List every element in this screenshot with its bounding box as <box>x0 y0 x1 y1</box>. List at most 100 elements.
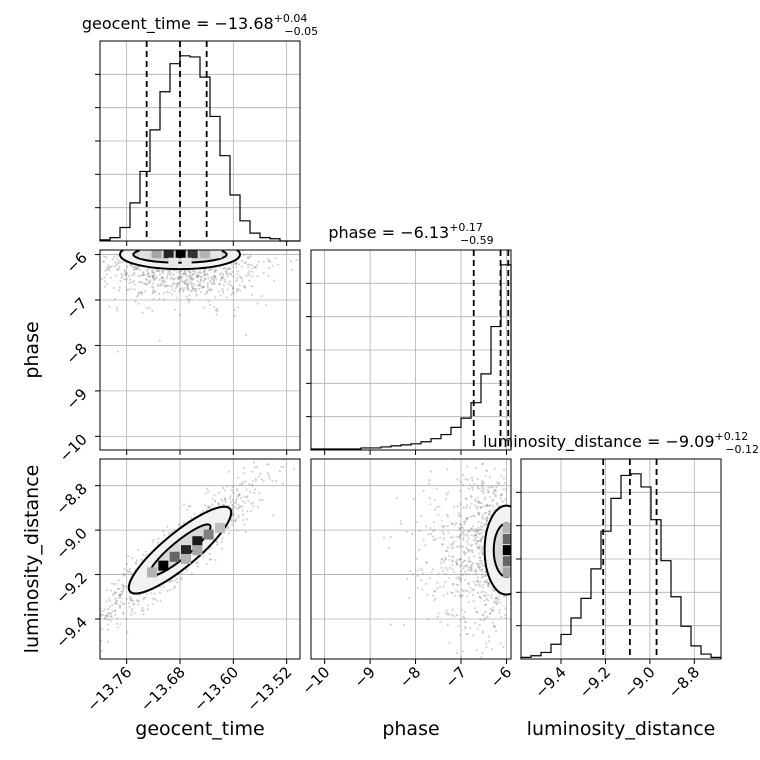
scatter-point <box>234 263 237 266</box>
xtick-label-phase: −8 <box>396 663 424 691</box>
scatter-point <box>231 523 234 526</box>
scatter-point <box>496 597 499 600</box>
scatter-point <box>469 544 472 547</box>
scatter-point <box>146 273 149 276</box>
scatter-point <box>490 609 493 612</box>
scatter-point <box>206 282 209 285</box>
scatter-point <box>265 304 268 307</box>
scatter-point <box>481 573 484 576</box>
scatter-point <box>203 274 206 277</box>
scatter-point <box>247 456 249 458</box>
scatter-point <box>482 480 485 484</box>
scatter-point <box>117 579 120 582</box>
scatter-point <box>163 285 167 288</box>
scatter-point <box>253 266 256 269</box>
scatter-point <box>489 503 492 507</box>
panel-2d-phase-luminosity_distance <box>382 459 511 659</box>
scatter-point <box>46 686 48 688</box>
scatter-point <box>252 504 255 508</box>
scatter-point <box>242 466 246 470</box>
scatter-point <box>440 542 444 546</box>
scatter-point <box>226 272 230 276</box>
scatter-point <box>129 278 132 281</box>
scatter-point <box>459 523 462 526</box>
scatter-point <box>151 274 154 277</box>
scatter-point <box>459 489 462 493</box>
scatter-point <box>59 650 61 652</box>
scatter-point <box>425 561 428 564</box>
scatter-point <box>232 501 235 504</box>
scatter-point <box>497 483 500 486</box>
scatter-point <box>456 505 459 508</box>
scatter-point <box>481 462 485 465</box>
scatter-point <box>248 255 252 259</box>
scatter-point <box>152 271 155 274</box>
scatter-point <box>491 589 494 592</box>
scatter-point <box>191 282 194 285</box>
scatter-point <box>115 591 118 594</box>
scatter-point <box>464 520 467 523</box>
scatter-point <box>236 489 239 492</box>
scatter-point <box>455 545 459 549</box>
scatter-point <box>152 289 155 292</box>
scatter-point <box>236 529 239 532</box>
scatter-point <box>115 257 118 260</box>
scatter-point <box>486 584 489 587</box>
scatter-point <box>237 503 240 506</box>
scatter-point <box>222 283 225 286</box>
scatter-point <box>126 631 129 634</box>
scatter-point <box>474 568 477 571</box>
scatter-point <box>95 283 97 285</box>
xtick-label-geocent_time: −13.52 <box>244 663 296 715</box>
scatter-point <box>219 279 222 282</box>
scatter-point <box>470 569 473 572</box>
scatter-point <box>295 258 298 262</box>
scatter-point <box>498 601 501 604</box>
scatter-point <box>501 500 504 503</box>
scatter-point <box>169 588 172 592</box>
scatter-point <box>446 592 449 595</box>
scatter-point <box>422 489 425 492</box>
scatter-point <box>470 527 473 530</box>
scatter-point <box>243 253 246 256</box>
scatter-point <box>162 291 165 295</box>
scatter-point <box>484 523 488 526</box>
scatter-point <box>150 270 154 273</box>
scatter-point <box>168 291 171 294</box>
scatter-point <box>474 539 477 543</box>
scatter-point <box>133 273 136 276</box>
scatter-point <box>182 290 185 293</box>
scatter-point <box>444 558 447 561</box>
scatter-point <box>180 275 183 279</box>
scatter-point <box>118 286 121 289</box>
scatter-point <box>154 290 157 294</box>
scatter-point <box>451 591 454 594</box>
scatter-point <box>433 499 437 502</box>
scatter-point <box>124 585 127 588</box>
scatter-point <box>211 503 214 506</box>
scatter-point <box>389 623 392 626</box>
scatter-point <box>104 616 107 619</box>
scatter-point <box>421 572 424 575</box>
scatter-point <box>455 562 459 565</box>
scatter-point <box>123 278 126 281</box>
scatter-point <box>249 254 252 257</box>
scatter-point <box>477 487 481 490</box>
scatter-point <box>231 509 235 512</box>
scatter-point <box>179 288 182 291</box>
scatter-point <box>469 626 472 630</box>
scatter-point <box>481 536 484 539</box>
scatter-point <box>230 293 233 296</box>
scatter-point <box>473 514 476 517</box>
scatter-point <box>231 498 234 501</box>
scatter-point <box>189 276 192 280</box>
scatter-point <box>479 556 482 559</box>
scatter-point <box>177 277 180 280</box>
scatter-point <box>429 527 432 530</box>
scatter-point <box>477 528 480 531</box>
scatter-point <box>147 272 150 275</box>
scatter-point <box>137 603 140 606</box>
scatter-point <box>471 562 475 565</box>
scatter-point <box>479 540 482 543</box>
